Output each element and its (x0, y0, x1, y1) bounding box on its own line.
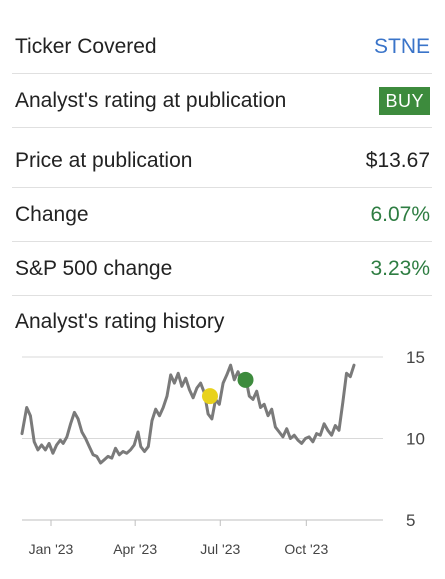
x-tick-label: Jul '23 (200, 541, 240, 557)
rating-label: Analyst's rating at publication (15, 88, 287, 112)
y-tick-label: 15 (406, 348, 425, 367)
row-ticker: Ticker Covered STNE (12, 20, 432, 74)
price-value: $13.67 (365, 148, 430, 172)
row-sp500: S&P 500 change 3.23% (12, 242, 432, 296)
sp500-label: S&P 500 change (15, 256, 173, 280)
rating-history-chart: 15 10 5 Jan '23 Apr '23 Jul '23 Oct '23 (20, 348, 425, 557)
buy-rating-marker (237, 371, 254, 388)
change-value: 6.07% (370, 202, 430, 226)
x-tick-label: Apr '23 (113, 541, 157, 557)
row-rating: Analyst's rating at publication BUY (12, 74, 432, 128)
row-change: Change 6.07% (12, 188, 432, 242)
y-tick-label: 5 (406, 511, 415, 530)
buy-rating-badge: BUY (379, 86, 430, 115)
ticker-label: Ticker Covered (15, 34, 157, 58)
change-label: Change (15, 202, 89, 226)
y-tick-label: 10 (406, 430, 425, 449)
row-price: Price at publication $13.67 (12, 134, 432, 188)
x-tick-label: Oct '23 (284, 541, 328, 557)
price-label: Price at publication (15, 148, 193, 172)
x-tick-label: Jan '23 (29, 541, 74, 557)
hold-rating-marker (201, 388, 218, 405)
rating-history-title: Analyst's rating history (15, 310, 225, 333)
price-history-line (20, 363, 356, 465)
ticker-link[interactable]: STNE (373, 34, 430, 58)
sp500-value: 3.23% (370, 256, 430, 280)
